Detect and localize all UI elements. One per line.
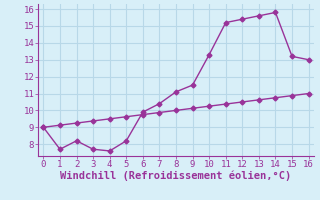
X-axis label: Windchill (Refroidissement éolien,°C): Windchill (Refroidissement éolien,°C) [60, 171, 292, 181]
